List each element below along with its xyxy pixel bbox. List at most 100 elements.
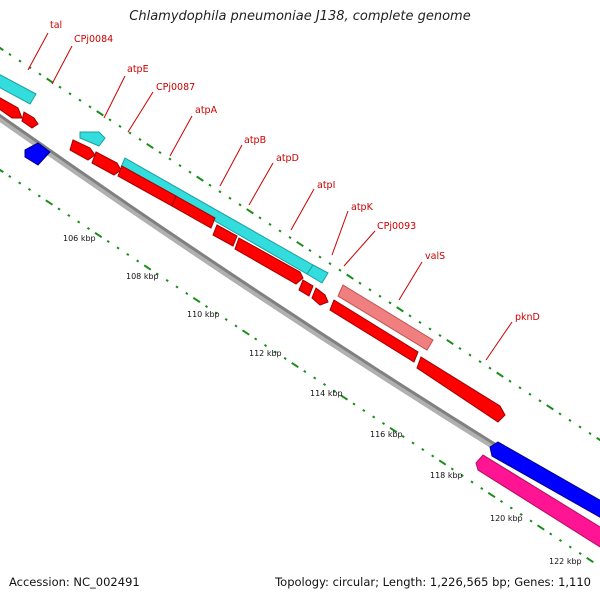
outer-ring-tick	[218, 190, 222, 194]
gene-label-atpD: atpD	[276, 153, 299, 164]
gene-block-pknD[interactable]	[416, 356, 506, 423]
inner-ring-tick	[362, 408, 366, 413]
gene-block-atpE[interactable]	[79, 131, 106, 147]
inner-ring-tick	[536, 524, 545, 531]
inner-ring-tick	[401, 434, 405, 439]
outer-ring-tick	[296, 240, 304, 248]
outer-ring-tick	[88, 105, 92, 109]
inner-ring-tick	[192, 296, 201, 304]
outer-ring-tick	[488, 366, 492, 370]
kbp-label-118: 118 kbp	[430, 471, 463, 480]
gene-block-atpI[interactable]	[171, 195, 216, 229]
inner-ring-tick	[77, 220, 81, 224]
outer-ring-tick	[338, 268, 342, 272]
outer-ring-tick	[46, 77, 54, 84]
outer-ring-tick	[408, 314, 412, 318]
outer-ring-tick	[538, 399, 542, 403]
outer-ring-tick	[596, 436, 600, 442]
gene-block-CPj0093[interactable]	[298, 279, 314, 297]
inner-ring-tick	[389, 426, 398, 434]
outer-ring-tick	[168, 157, 172, 161]
kbp-label-116: 116 kbp	[370, 430, 403, 439]
gene-label-atpB: atpB	[244, 135, 266, 146]
inner-ring-tick	[549, 532, 553, 536]
gene-block-blue-1[interactable]	[24, 142, 51, 166]
inner-ring-tick	[352, 402, 356, 406]
inner-ring-tick	[263, 343, 268, 348]
outer-ring-tick	[318, 255, 322, 259]
outer-ring-tick	[178, 164, 182, 168]
inner-ring-tick	[27, 187, 32, 192]
outer-ring-tick	[578, 425, 582, 429]
inner-ring-tick	[45, 199, 54, 206]
inner-ring-tick	[586, 556, 594, 564]
outer-ring-tick	[328, 262, 332, 266]
genome-summary-text: Topology: circular; Length: 1,226,565 bp…	[275, 575, 591, 589]
inner-ring-tick	[421, 447, 425, 452]
outer-ring-tick	[288, 235, 292, 239]
inner-ring-tick	[136, 259, 140, 263]
outer-ring-tick	[518, 386, 522, 390]
kbp-label-112: 112 kbp	[249, 349, 282, 358]
inner-ring-tick	[487, 491, 496, 499]
gene-block-CPj0093-b[interactable]	[311, 287, 329, 306]
outer-ring-tick	[246, 208, 254, 215]
gene-labels: tal CPj0084 atpE CPj0087 atpA atpB atpD …	[50, 20, 540, 323]
outer-ring-tick	[358, 281, 362, 285]
outer-ring-tick	[258, 216, 262, 220]
inner-ring-tick	[381, 421, 386, 426]
inner-ring-tick	[529, 519, 533, 523]
kbp-label-108: 108 kbp	[126, 272, 159, 281]
gene-label-atpI: atpI	[317, 180, 335, 191]
gene-block-atpK-red[interactable]	[234, 237, 304, 285]
inner-ring-tick	[106, 239, 110, 244]
outer-ring-tick	[496, 371, 504, 378]
inner-ring-tick	[67, 213, 71, 218]
gene-block-tal[interactable]	[0, 72, 37, 105]
gene-label-atpA: atpA	[195, 105, 218, 116]
outer-ring-tick	[568, 418, 572, 422]
kbp-label-122: 122 kbp	[549, 557, 582, 566]
gene-label-pknD: pknD	[515, 312, 540, 323]
outer-ring-tick	[428, 327, 432, 331]
inner-ring-tick	[37, 194, 41, 198]
gene-blocks	[0, 72, 600, 550]
kbp-label-106: 106 kbp	[63, 234, 96, 243]
gene-block-valS[interactable]	[337, 284, 434, 351]
outer-ring-tick	[478, 360, 482, 364]
gene-block-atpI-b[interactable]	[212, 224, 238, 247]
inner-ring-tick	[340, 394, 349, 401]
inner-ring-tick	[303, 369, 307, 374]
inner-ring-tick	[185, 291, 189, 296]
gene-block-blue-2[interactable]	[489, 441, 600, 520]
inner-ring-tick	[291, 361, 299, 369]
gene-block-CPj0087[interactable]	[69, 139, 96, 161]
inner-ring-tick	[372, 415, 376, 419]
gene-block-valS-red[interactable]	[329, 299, 419, 363]
outer-ring-tick	[208, 183, 212, 187]
gene-block-CPj0084[interactable]	[21, 111, 39, 129]
inner-ring-tick	[214, 311, 218, 315]
inner-ring-tick	[8, 174, 12, 179]
gene-block-tal-red[interactable]	[0, 95, 23, 119]
genome-title: Chlamydophila pneumoniae J138, complete …	[129, 9, 471, 24]
outer-ring-tick	[278, 229, 282, 233]
inner-ring-tick	[18, 181, 22, 185]
kbp-label-110: 110 kbp	[187, 310, 220, 319]
outer-ring-tick	[196, 175, 204, 182]
outer-ring-tick	[458, 347, 462, 351]
gene-block-magenta[interactable]	[475, 454, 600, 550]
gene-block-atpB[interactable]	[91, 151, 122, 176]
outer-ring-tick	[68, 92, 72, 96]
inner-ring-tick	[273, 350, 277, 354]
gene-block-atpK[interactable]	[306, 264, 329, 284]
outer-ring-tick	[96, 110, 104, 117]
inner-ring-tick	[126, 252, 130, 257]
inner-ring-tick	[116, 246, 120, 250]
outer-ring-tick	[418, 320, 422, 324]
gene-label-atpE: atpE	[127, 64, 149, 75]
inner-ring-tick	[155, 272, 159, 276]
gene-block-atpA[interactable]	[120, 157, 314, 275]
